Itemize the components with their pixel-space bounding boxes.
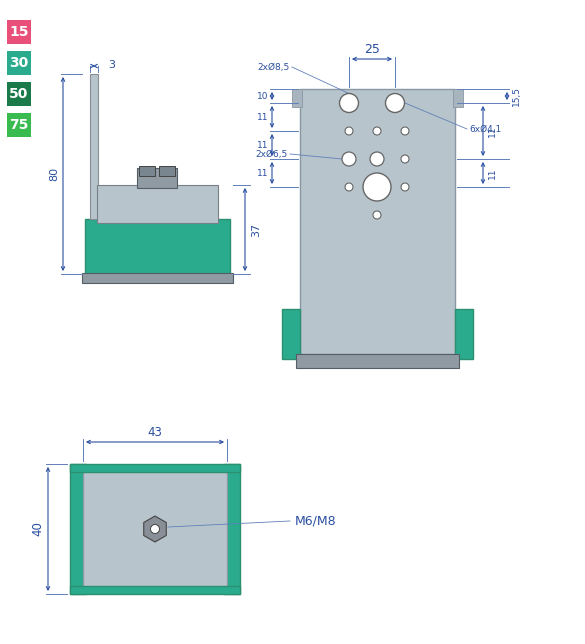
Bar (7, 82, 31, 106)
Text: 3: 3 (108, 60, 115, 70)
Bar (70, 586, 240, 594)
Text: 11: 11 (487, 125, 497, 137)
Polygon shape (144, 516, 166, 542)
Text: 11: 11 (257, 140, 269, 149)
Text: 2xØ8,5: 2xØ8,5 (258, 62, 290, 71)
Text: 25: 25 (364, 43, 380, 55)
Text: 2xØ6,5: 2xØ6,5 (256, 149, 288, 158)
Bar (139, 166, 155, 176)
Bar (224, 464, 240, 594)
Bar (82, 273, 233, 283)
Text: 11: 11 (487, 167, 497, 179)
Circle shape (370, 152, 384, 166)
Bar (296, 354, 459, 368)
Bar (282, 309, 300, 359)
Bar (83, 467, 227, 591)
Text: 11: 11 (257, 113, 269, 122)
Text: 6xØ4,1: 6xØ4,1 (469, 124, 501, 133)
Circle shape (401, 183, 409, 191)
Circle shape (373, 211, 381, 219)
Bar (159, 166, 175, 176)
Bar (7, 20, 31, 44)
Bar (455, 309, 473, 359)
Circle shape (373, 127, 381, 135)
Text: 37: 37 (251, 222, 261, 236)
Circle shape (345, 127, 353, 135)
Bar (137, 168, 177, 188)
Bar (7, 51, 31, 75)
Bar (7, 113, 31, 137)
Text: 75: 75 (9, 118, 29, 132)
Circle shape (345, 183, 353, 191)
Text: 50: 50 (9, 87, 29, 101)
Bar (453, 89, 463, 107)
Circle shape (386, 93, 404, 113)
Bar (90, 74, 98, 219)
Text: 15: 15 (9, 25, 29, 39)
Text: 11: 11 (257, 169, 269, 178)
Bar (70, 464, 86, 594)
Text: 10: 10 (257, 91, 269, 100)
Circle shape (401, 155, 409, 163)
Text: 40: 40 (32, 522, 44, 536)
Circle shape (339, 93, 359, 113)
Circle shape (363, 173, 391, 201)
Bar (300, 89, 455, 354)
Text: 15,5: 15,5 (511, 86, 521, 106)
Text: M6/M8: M6/M8 (295, 515, 336, 527)
Bar (292, 89, 302, 107)
Text: 30: 30 (9, 56, 29, 70)
Bar (70, 464, 240, 472)
Bar (85, 219, 230, 274)
Circle shape (401, 127, 409, 135)
Text: 43: 43 (147, 426, 163, 439)
Bar (97, 185, 218, 223)
Circle shape (342, 152, 356, 166)
Circle shape (150, 524, 160, 533)
Text: 80: 80 (49, 167, 59, 181)
